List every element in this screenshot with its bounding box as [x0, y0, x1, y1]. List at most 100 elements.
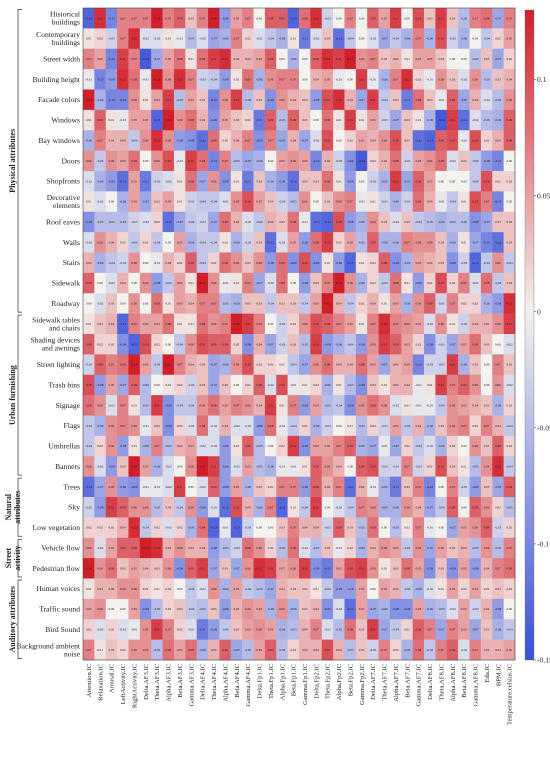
heatmap-cell [94, 619, 107, 640]
column-label: Gamma.AF4.IC [245, 663, 252, 706]
cell-value-label: -0.06 [279, 37, 286, 41]
cell-value-label: 0.09 [313, 485, 319, 489]
cell-value-label: -0.04 [290, 363, 297, 367]
row-label: Background ambient noise [17, 641, 81, 658]
cell-value-label: -0.07 [381, 363, 388, 367]
heatmap-cell [208, 171, 220, 192]
heatmap-cell [128, 150, 141, 172]
heatmap-cell [492, 191, 504, 213]
cell-value-label: -0.05 [222, 302, 229, 306]
heatmap-cell [83, 558, 95, 579]
heatmap-cell [117, 8, 129, 29]
cell-value-label: -0.05 [245, 648, 252, 652]
cell-value-label: -0.04 [290, 424, 297, 428]
heatmap-cell [230, 109, 243, 131]
heatmap-cell [401, 89, 413, 111]
cell-value-label: 0.06 [472, 526, 478, 530]
cell-value-label: 0.06 [359, 403, 365, 407]
cell-value-label: -0.06 [495, 118, 502, 122]
heatmap-cell [378, 69, 391, 90]
heatmap-cell [117, 109, 129, 131]
heatmap-cell [276, 456, 288, 477]
cell-value-label: 0.03 [507, 220, 513, 224]
cell-value-label: -0.03 [245, 240, 252, 244]
cell-value-label: 0.05 [177, 240, 183, 244]
cell-value-label: 0.02 [313, 383, 319, 387]
cell-value-label: -0.04 [85, 424, 92, 428]
cell-value-label: 0.05 [188, 98, 194, 102]
cell-value-label: 0.07 [495, 363, 501, 367]
heatmap-cell [435, 232, 448, 253]
cell-value-label: 0.07 [359, 505, 365, 509]
row-label-line: Shading devices [30, 336, 80, 345]
cell-value-label: -0.04 [483, 37, 490, 41]
cell-value-label: 0.05 [256, 200, 262, 204]
heatmap-cell [367, 191, 379, 213]
cell-value-label: -0.01 [438, 200, 445, 204]
heatmap-cell [367, 497, 379, 518]
cell-value-label: 0.05 [404, 363, 410, 367]
heatmap-cell [480, 8, 493, 29]
heatmap-cell [458, 476, 470, 498]
cell-value-label: 0.04 [234, 57, 240, 61]
cell-value-label: 0.07 [336, 485, 342, 489]
heatmap-cell [412, 293, 425, 314]
heatmap-cell [139, 558, 152, 579]
cell-value-label: 0.08 [165, 648, 171, 652]
heatmap-cell [333, 48, 345, 70]
heatmap-cell [469, 109, 482, 131]
heatmap-cell [458, 517, 470, 539]
cell-value-label: -0.02 [97, 465, 104, 469]
cell-value-label: 0.02 [154, 342, 160, 346]
heatmap-cell [344, 598, 357, 620]
cell-value-label: -0.01 [142, 77, 149, 81]
cell-value-label: 0.09 [336, 526, 342, 530]
cell-value-label: -0.04 [347, 37, 354, 41]
heatmap-cell [94, 598, 107, 620]
cell-value-label: 0.05 [154, 322, 160, 326]
cell-value-label: 0.04 [188, 363, 194, 367]
cell-value-label: 0.09 [507, 118, 513, 122]
heatmap-cell [299, 435, 311, 457]
heatmap-cell [162, 435, 175, 457]
cell-value-label: 0.05 [313, 444, 319, 448]
cell-value-label: -0.02 [506, 342, 513, 346]
heatmap-cell [344, 109, 357, 131]
heatmap-cell [264, 476, 277, 498]
heatmap-cell [321, 476, 334, 498]
cell-value-label: -0.02 [461, 77, 468, 81]
heatmap-cell [264, 537, 277, 559]
cell-value-label: 0.02 [177, 628, 183, 632]
cell-value-label: 0.05 [313, 302, 319, 306]
heatmap-cell [469, 537, 482, 559]
cell-value-label: 0.08 [222, 261, 228, 265]
heatmap-cell [276, 232, 288, 253]
row-label: Street width [43, 54, 80, 63]
heatmap-cell [208, 598, 220, 620]
cell-value-label: 0.04 [336, 363, 342, 367]
cell-value-label: -0.06 [256, 77, 263, 81]
cell-value-label: -0.02 [426, 587, 433, 591]
heatmap-cell [219, 435, 232, 457]
heatmap-cell [344, 476, 357, 498]
column-label: Theta.AF4.IC [211, 663, 218, 700]
heatmap-cell [151, 252, 163, 274]
cell-value-label: -0.04 [301, 505, 308, 509]
heatmap-cell [151, 334, 163, 355]
cell-value-label: 0.07 [461, 424, 467, 428]
heatmap-cell [310, 48, 323, 70]
heatmap-cell [196, 435, 209, 457]
heatmap-cell [196, 598, 209, 620]
cell-value-label: 0.05 [393, 302, 399, 306]
cell-value-label: -0.05 [256, 465, 263, 469]
heatmap-cell [230, 272, 243, 294]
heatmap-cell [264, 395, 277, 416]
cell-value-label: -0.06 [290, 607, 297, 611]
heatmap-cell [310, 293, 323, 314]
cell-value-label: 0.01 [347, 424, 353, 428]
heatmap-cell [355, 354, 368, 376]
heatmap-cell [389, 211, 402, 233]
heatmap-cell [469, 598, 482, 620]
row-label-line: and awnings [42, 344, 80, 353]
cell-value-label: 0.11 [291, 444, 297, 448]
